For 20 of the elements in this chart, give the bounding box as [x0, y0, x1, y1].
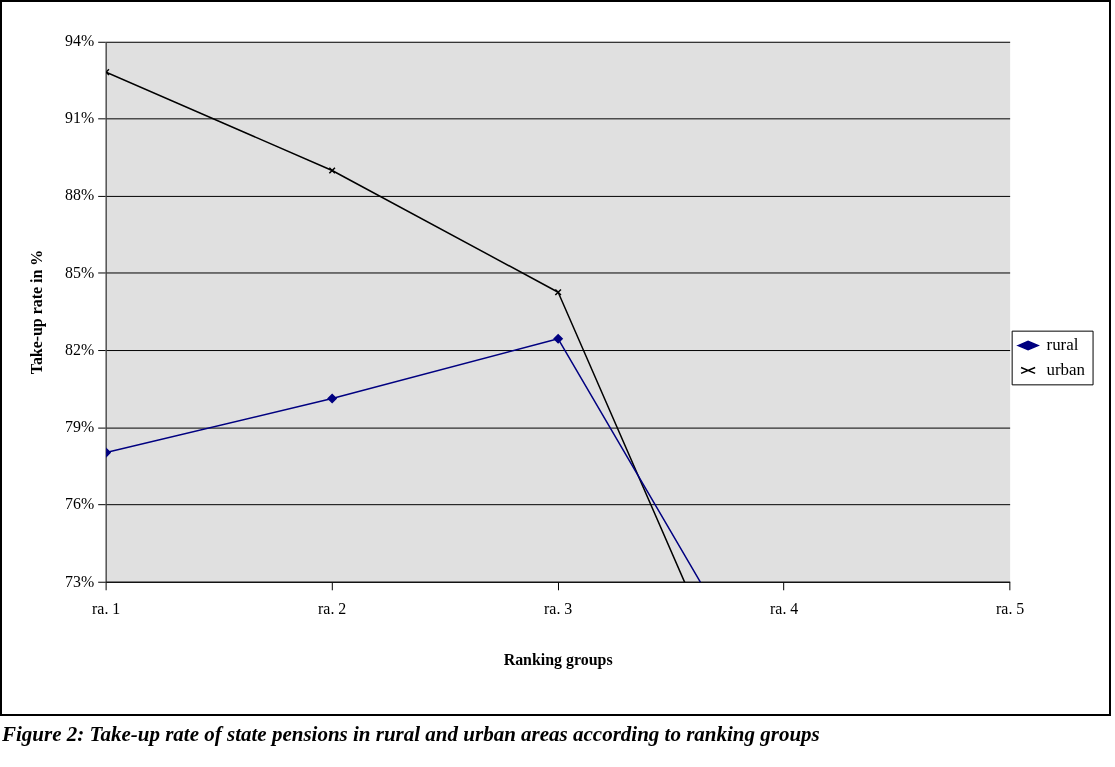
point	[327, 393, 337, 404]
y-tick-label: 79%	[64, 418, 95, 436]
y-tick-label: 88%	[64, 186, 95, 204]
x-tick-label: ra. 2	[318, 599, 347, 617]
point	[553, 334, 563, 344]
y-tick-label: 82%	[64, 340, 95, 358]
y-tick-label: 94%	[64, 31, 95, 49]
legend-label: rural	[1046, 335, 1079, 355]
y-tick-label: 73%	[64, 572, 95, 590]
x-tick-label: ra. 1	[92, 599, 121, 617]
x-tick-label: ra. 4	[770, 599, 799, 617]
x-tick-label: ra. 3	[544, 599, 573, 617]
x-axis-title: Ranking groups	[503, 650, 613, 669]
y-tick-label: 76%	[64, 495, 95, 513]
y-tick-label: 85%	[64, 263, 95, 281]
x-tick-label: ra. 5	[996, 599, 1025, 617]
legend-label: urban	[1046, 359, 1086, 379]
y-tick-label: 91%	[64, 109, 95, 127]
y-axis-title: Take-up rate in %	[27, 249, 46, 375]
text: Figure 2: Take-up rate of state pensions in rural and urban areas according to ranking groups	[1, 721, 821, 748]
